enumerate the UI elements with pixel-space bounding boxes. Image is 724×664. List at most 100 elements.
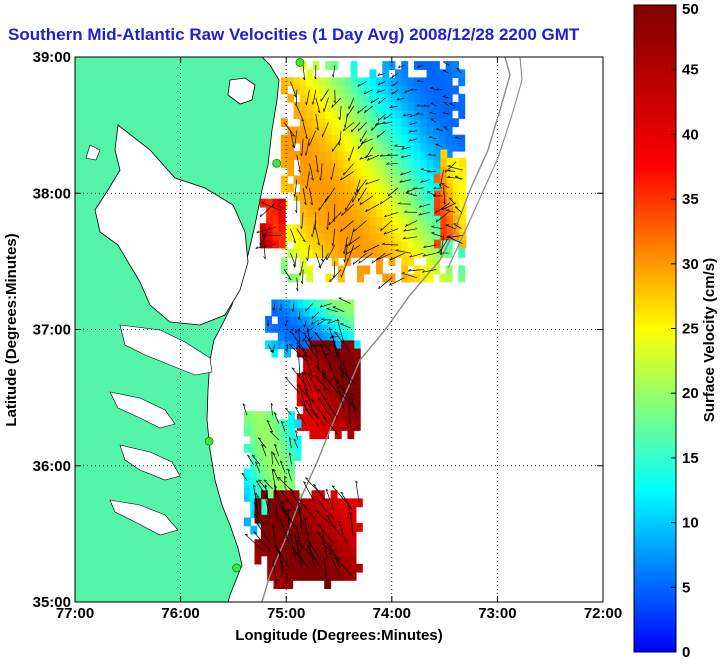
field-cell [319, 143, 326, 152]
field-cell [335, 422, 342, 431]
field-cell [288, 428, 295, 437]
field-cell [284, 300, 291, 309]
field-cell [284, 332, 291, 341]
field-cell [427, 233, 434, 242]
field-cell [351, 167, 358, 176]
field-cell [312, 572, 319, 581]
field-cell [414, 200, 421, 209]
field-cell [309, 332, 316, 341]
field-cell [376, 143, 383, 152]
field-cell [274, 580, 281, 589]
colorbar-tick-label: 15 [682, 450, 699, 467]
field-cell [255, 548, 262, 557]
field-cell [389, 143, 396, 152]
field-cell [279, 215, 286, 224]
field-cell [276, 436, 283, 445]
field-cell [306, 241, 313, 250]
field-cell [306, 225, 313, 234]
field-cell [427, 69, 434, 78]
field-cell [278, 340, 285, 349]
field-cell [269, 477, 276, 486]
field-cell [370, 167, 377, 176]
field-cell [357, 241, 364, 250]
field-cell [376, 249, 383, 258]
field-cell [427, 110, 434, 119]
field-cell [382, 241, 389, 250]
field-cell [266, 240, 273, 249]
field-cell [427, 94, 434, 103]
field-cell [420, 208, 427, 217]
y-axis-label: Latitude (Degrees:Minutes) [3, 233, 20, 426]
field-cell [401, 143, 408, 152]
field-cell [293, 556, 300, 565]
field-cell [408, 102, 415, 111]
velocity-arrowhead [431, 233, 434, 234]
field-cell [337, 539, 344, 548]
field-cell [313, 118, 320, 127]
field-cell [274, 572, 281, 581]
field-cell [414, 118, 421, 127]
field-cell [318, 507, 325, 516]
field-cell [263, 460, 270, 469]
field-cell [338, 274, 345, 283]
field-cell [401, 216, 408, 225]
field-cell [325, 225, 332, 234]
colorbar-tick-label: 0 [682, 644, 690, 659]
field-cell [427, 127, 434, 136]
colorbar-label: Surface Velocity (cm/s) [701, 258, 718, 422]
field-cell [263, 469, 270, 478]
field-cell [309, 300, 316, 309]
field-cell [344, 77, 351, 86]
field-cell [382, 249, 389, 258]
y-tick-label: 38:00 [33, 185, 71, 202]
field-cell [290, 308, 297, 317]
field-cell [357, 266, 364, 275]
field-cell [351, 77, 358, 86]
field-cell [439, 274, 446, 283]
field-cell [309, 324, 316, 333]
field-cell [382, 135, 389, 144]
field-cell [401, 61, 408, 70]
field-cell [257, 411, 264, 420]
field-cell [401, 208, 408, 217]
field-cell [331, 490, 338, 499]
field-cell [414, 249, 421, 258]
field-cell [395, 208, 402, 217]
field-cell [300, 249, 307, 258]
field-cell [281, 257, 288, 266]
field-cell [439, 135, 446, 144]
field-cell [288, 460, 295, 469]
field-cell [325, 143, 332, 152]
field-cell [269, 460, 276, 469]
field-cell [354, 381, 361, 390]
field-cell [287, 94, 294, 103]
field-cell [427, 143, 434, 152]
field-cell [356, 523, 363, 532]
field-cell [434, 240, 441, 249]
field-cell [420, 241, 427, 250]
field-cell [420, 233, 427, 242]
colorbar [634, 5, 676, 652]
field-cell [459, 191, 466, 200]
field-cell [370, 184, 377, 193]
field-cell [319, 176, 326, 185]
field-cell [344, 94, 351, 103]
field-cell [303, 414, 310, 423]
field-cell [273, 231, 280, 240]
radar-station-marker [273, 159, 281, 167]
field-cell [408, 257, 415, 266]
field-cell [354, 389, 361, 398]
field-cell [351, 200, 358, 209]
field-cell [382, 127, 389, 136]
field-cell [363, 167, 370, 176]
field-cell [382, 184, 389, 193]
field-cell [322, 381, 329, 390]
field-cell [446, 77, 453, 86]
field-cell [347, 332, 354, 341]
field-cell [357, 159, 364, 168]
field-cell [325, 94, 332, 103]
field-cell [446, 110, 453, 119]
field-cell [287, 274, 294, 283]
field-cell [266, 215, 273, 224]
field-cell [420, 94, 427, 103]
